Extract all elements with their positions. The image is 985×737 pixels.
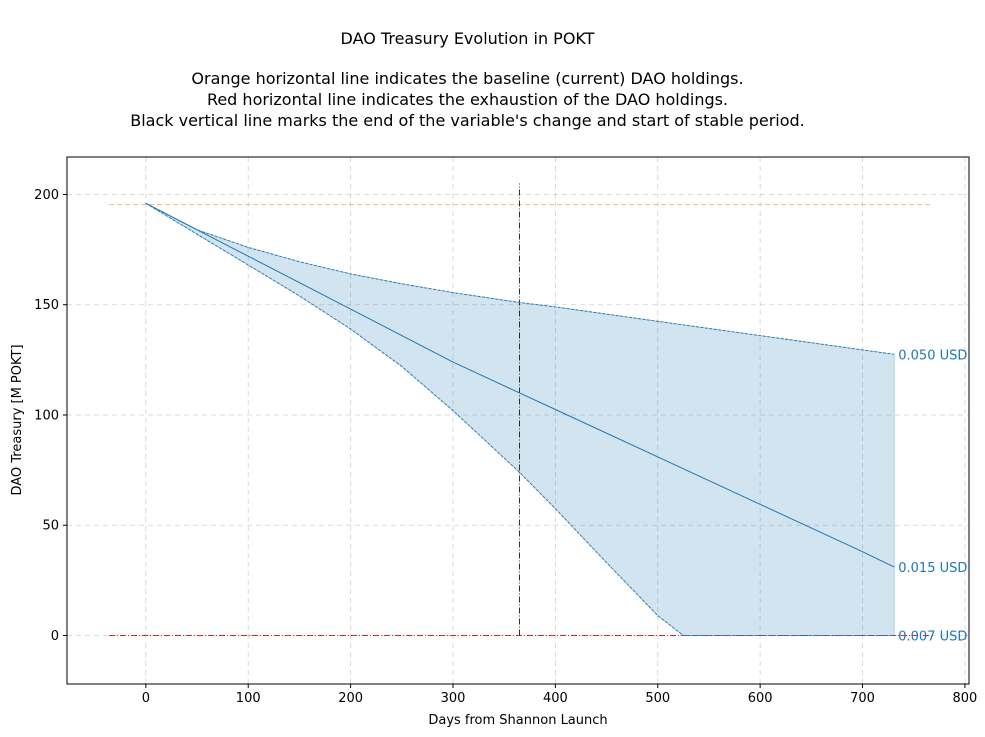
plot-frame [66,156,970,685]
series-end-label: 0.015 USD [898,561,967,576]
chart-title: DAO Treasury Evolution in POKT [340,29,595,48]
series-line [145,202,895,636]
chart-subtitle-line-2: Red horizontal line indicates the exhaus… [206,90,729,109]
uncertainty-band [145,202,895,636]
y-tick-label: 0 [51,629,59,644]
x-tick-label: 400 [543,691,568,706]
series-labels-layer: 0.050 USD 0.015 USD 0.007 USD [898,348,967,644]
x-tick-label: 100 [236,691,261,706]
series-end-label: 0.007 USD [898,629,967,644]
x-tick-label: 600 [748,691,773,706]
x-tick-label: 200 [338,691,363,706]
x-tick-label: 700 [850,691,875,706]
y-tick-label: 150 [34,298,59,313]
series-line [145,202,895,355]
chart-subtitle-line-1: Orange horizontal line indicates the bas… [191,69,744,88]
x-tick-label: 0 [142,691,150,706]
x-tick-label: 500 [645,691,670,706]
band-layer [145,202,895,636]
series-line [145,202,895,568]
x-axis-label: Days from Shannon Launch [428,713,607,728]
chart-subtitle-line-3: Black vertical line marks the end of the… [130,111,805,130]
series-layer [145,202,895,636]
y-axis-label: DAO Treasury [M POKT] [10,344,25,495]
x-tick-label: 300 [441,691,466,706]
y-tick-label: 200 [34,188,59,203]
y-tick-label: 100 [34,408,59,423]
series-end-label: 0.050 USD [898,348,967,363]
axis-layer: 0 100 200 300 400 500 600 700 800 0 50 100 150 200 [34,188,977,706]
x-tick-label: 800 [952,691,977,706]
y-tick-label: 50 [42,519,59,534]
